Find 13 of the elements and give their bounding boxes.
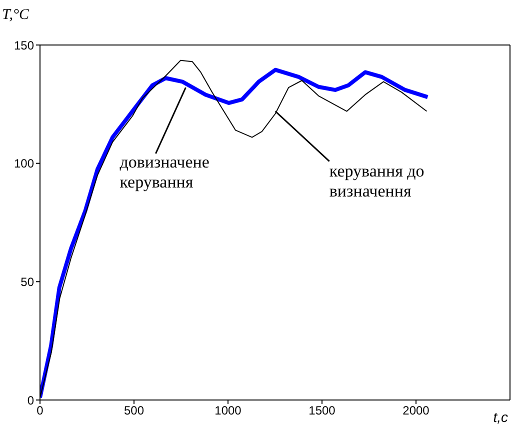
x-axis-title: t,c <box>493 409 508 424</box>
x-tick-label: 1500 <box>308 404 336 418</box>
y-tick-label: 100 <box>14 156 34 171</box>
annotation: керування до визначення <box>329 161 424 200</box>
y-tick-label: 150 <box>14 38 34 52</box>
x-tick-label: 2000 <box>402 404 430 418</box>
y-tick-label: 50 <box>20 274 34 289</box>
y-axis-title: T,°C <box>2 7 30 23</box>
y-tick-label: 0 <box>27 393 34 408</box>
x-tick-label: 0 <box>36 404 44 418</box>
x-tick-label: 1000 <box>214 404 242 418</box>
annotation: довизначене керування <box>120 152 210 192</box>
x-tick-label: 500 <box>124 404 144 418</box>
